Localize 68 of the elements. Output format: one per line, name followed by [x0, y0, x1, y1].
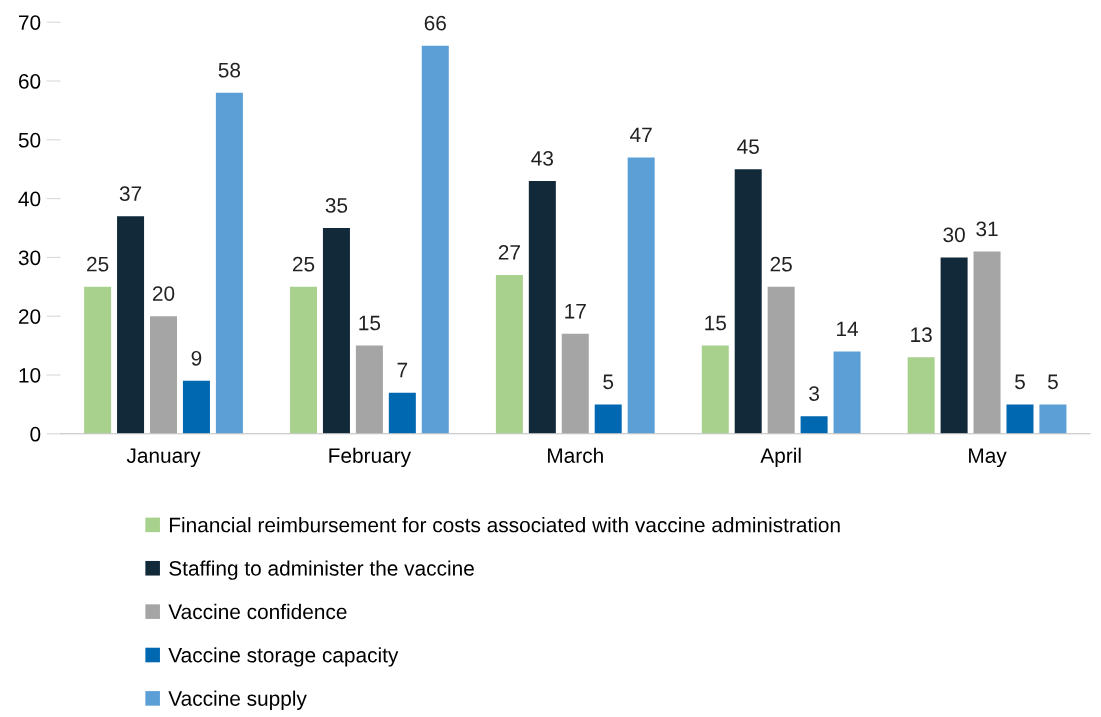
- x-tick-label: January: [126, 448, 201, 468]
- data-label: 15: [705, 315, 726, 331]
- y-tick-label: 60: [19, 74, 41, 89]
- x-tick-label: April: [760, 447, 801, 468]
- data-label: 13: [911, 327, 932, 343]
- y-tick-label: 40: [18, 191, 41, 207]
- bar: [627, 157, 655, 434]
- bar: [734, 169, 762, 434]
- legend-label: Staffing to administer the vaccine: [169, 560, 474, 580]
- data-label: 7: [397, 362, 408, 378]
- legend-label: Vaccine confidence: [168, 603, 347, 620]
- legend-label: Vaccine storage capacity: [168, 647, 399, 667]
- data-label: 5: [1015, 374, 1025, 390]
- data-label: 31: [976, 221, 998, 237]
- bar: [421, 45, 449, 434]
- x-tick-label: February: [329, 447, 412, 468]
- bar: [388, 392, 416, 434]
- bar: [182, 380, 210, 434]
- bar: [1006, 404, 1034, 434]
- data-label: 37: [119, 186, 142, 202]
- data-label: 30: [943, 227, 965, 243]
- bar: [800, 416, 828, 434]
- bar: [117, 216, 145, 434]
- bar: [215, 92, 243, 434]
- y-tick-label: 50: [18, 132, 41, 148]
- data-label: 25: [770, 256, 792, 272]
- bar: [594, 404, 622, 434]
- data-label: 17: [565, 304, 586, 319]
- data-label: 25: [292, 256, 315, 272]
- y-tick-label: 20: [18, 309, 41, 324]
- data-label: 3: [809, 386, 819, 401]
- y-tick-label: 30: [18, 250, 41, 266]
- bar: [907, 357, 935, 434]
- bar: [561, 333, 589, 434]
- data-label: 14: [837, 321, 859, 337]
- bar: [84, 286, 112, 434]
- y-tick-label: 70: [19, 15, 41, 30]
- data-label: 27: [498, 245, 520, 260]
- data-label: 47: [630, 127, 652, 143]
- data-label: 20: [152, 286, 175, 301]
- data-label: 35: [325, 198, 348, 213]
- bar: [701, 345, 729, 434]
- data-label: 25: [87, 256, 109, 272]
- data-label: 58: [218, 62, 241, 78]
- data-label: 5: [603, 374, 614, 390]
- y-tick-label: 0: [30, 426, 41, 442]
- bar: [322, 228, 350, 434]
- bar: [528, 180, 556, 434]
- data-label: 15: [359, 315, 381, 331]
- data-label: 66: [424, 15, 446, 31]
- bar: [973, 251, 1001, 434]
- bar: [940, 257, 968, 434]
- data-label: 9: [191, 350, 202, 366]
- data-label: 5: [1047, 374, 1058, 390]
- x-tick-label: May: [969, 448, 1007, 468]
- data-label: 43: [531, 150, 553, 166]
- data-label: 45: [737, 139, 759, 154]
- bar: [495, 275, 523, 434]
- bar: [355, 345, 383, 434]
- bar: [833, 351, 861, 434]
- legend-label: Vaccine supply: [168, 690, 307, 710]
- x-tick-label: March: [548, 447, 603, 463]
- bar: [149, 316, 177, 434]
- legend-label: Financial reimbursement for costs associated with vaccine administration: [169, 517, 840, 533]
- bar: [1039, 404, 1067, 434]
- bar: [767, 286, 795, 434]
- bar: [290, 286, 318, 434]
- y-tick-label: 10: [19, 367, 41, 383]
